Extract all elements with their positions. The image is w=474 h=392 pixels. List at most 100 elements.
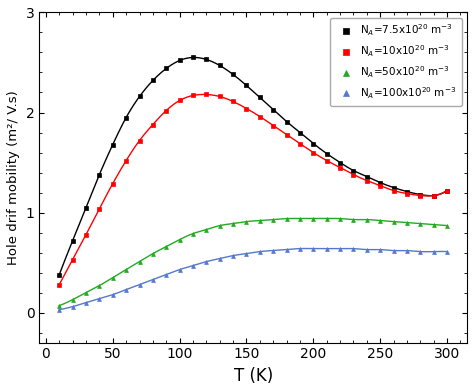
N$_A$=10x10$^{20}$ m$^{-3}$ — [444, 188, 450, 193]
N$_A$=50x10$^{20}$ m$^{-3}$ — [70, 297, 75, 302]
N$_A$=10x10$^{20}$ m$^{-3}$ — [164, 108, 169, 113]
N$_A$=10x10$^{20}$ m$^{-3}$ — [190, 93, 196, 98]
N$_A$=10x10$^{20}$ m$^{-3}$ — [177, 98, 182, 103]
N$_A$=7.5x10$^{20}$ m$^{-3}$ — [297, 130, 303, 135]
N$_A$=50x10$^{20}$ m$^{-3}$ — [270, 217, 276, 222]
N$_A$=7.5x10$^{20}$ m$^{-3}$ — [284, 119, 290, 124]
N$_A$=10x10$^{20}$ m$^{-3}$ — [70, 257, 75, 262]
N$_A$=50x10$^{20}$ m$^{-3}$ — [364, 217, 370, 222]
N$_A$=50x10$^{20}$ m$^{-3}$ — [137, 259, 142, 264]
N$_A$=100x10$^{20}$ m$^{-3}$ — [230, 253, 236, 258]
N$_A$=7.5x10$^{20}$ m$^{-3}$ — [190, 55, 196, 60]
N$_A$=50x10$^{20}$ m$^{-3}$ — [164, 244, 169, 249]
N$_A$=100x10$^{20}$ m$^{-3}$ — [70, 304, 75, 309]
N$_A$=100x10$^{20}$ m$^{-3}$ — [444, 249, 450, 254]
N$_A$=50x10$^{20}$ m$^{-3}$ — [337, 216, 343, 221]
N$_A$=100x10$^{20}$ m$^{-3}$ — [56, 307, 62, 312]
N$_A$=10x10$^{20}$ m$^{-3}$ — [297, 141, 303, 146]
N$_A$=7.5x10$^{20}$ m$^{-3}$ — [404, 189, 410, 194]
N$_A$=7.5x10$^{20}$ m$^{-3}$ — [56, 272, 62, 277]
N$_A$=50x10$^{20}$ m$^{-3}$ — [431, 222, 437, 227]
N$_A$=10x10$^{20}$ m$^{-3}$ — [244, 106, 249, 111]
N$_A$=10x10$^{20}$ m$^{-3}$ — [230, 99, 236, 104]
N$_A$=10x10$^{20}$ m$^{-3}$ — [257, 114, 263, 119]
N$_A$=100x10$^{20}$ m$^{-3}$ — [244, 251, 249, 256]
Y-axis label: Hole drif mobility (m²/ V.s): Hole drif mobility (m²/ V.s) — [7, 90, 20, 265]
N$_A$=7.5x10$^{20}$ m$^{-3}$ — [391, 185, 396, 190]
N$_A$=10x10$^{20}$ m$^{-3}$ — [217, 94, 223, 99]
N$_A$=7.5x10$^{20}$ m$^{-3}$ — [110, 142, 116, 147]
N$_A$=50x10$^{20}$ m$^{-3}$ — [177, 237, 182, 242]
N$_A$=100x10$^{20}$ m$^{-3}$ — [83, 300, 89, 305]
N$_A$=100x10$^{20}$ m$^{-3}$ — [110, 292, 116, 297]
N$_A$=10x10$^{20}$ m$^{-3}$ — [404, 191, 410, 196]
N$_A$=100x10$^{20}$ m$^{-3}$ — [418, 249, 423, 254]
N$_A$=7.5x10$^{20}$ m$^{-3}$ — [123, 115, 129, 120]
N$_A$=100x10$^{20}$ m$^{-3}$ — [391, 248, 396, 253]
N$_A$=100x10$^{20}$ m$^{-3}$ — [137, 282, 142, 287]
N$_A$=100x10$^{20}$ m$^{-3}$ — [217, 256, 223, 261]
N$_A$=100x10$^{20}$ m$^{-3}$ — [324, 246, 329, 251]
N$_A$=10x10$^{20}$ m$^{-3}$ — [310, 150, 316, 155]
N$_A$=100x10$^{20}$ m$^{-3}$ — [284, 247, 290, 252]
N$_A$=50x10$^{20}$ m$^{-3}$ — [123, 267, 129, 272]
N$_A$=50x10$^{20}$ m$^{-3}$ — [377, 218, 383, 223]
N$_A$=7.5x10$^{20}$ m$^{-3}$ — [203, 57, 209, 62]
N$_A$=50x10$^{20}$ m$^{-3}$ — [324, 216, 329, 221]
N$_A$=7.5x10$^{20}$ m$^{-3}$ — [431, 193, 437, 198]
N$_A$=100x10$^{20}$ m$^{-3}$ — [364, 247, 370, 252]
N$_A$=100x10$^{20}$ m$^{-3}$ — [150, 277, 156, 282]
N$_A$=50x10$^{20}$ m$^{-3}$ — [351, 217, 356, 222]
N$_A$=7.5x10$^{20}$ m$^{-3}$ — [244, 83, 249, 88]
N$_A$=10x10$^{20}$ m$^{-3}$ — [83, 232, 89, 237]
Line: N$_A$=100x10$^{20}$ m$^{-3}$: N$_A$=100x10$^{20}$ m$^{-3}$ — [57, 247, 449, 312]
N$_A$=100x10$^{20}$ m$^{-3}$ — [377, 247, 383, 252]
N$_A$=10x10$^{20}$ m$^{-3}$ — [203, 92, 209, 97]
Legend: N$_A$=7.5x10$^{20}$ m$^{-3}$, N$_A$=10x10$^{20}$ m$^{-3}$, N$_A$=50x10$^{20}$ m$: N$_A$=7.5x10$^{20}$ m$^{-3}$, N$_A$=10x1… — [330, 18, 462, 106]
N$_A$=10x10$^{20}$ m$^{-3}$ — [284, 132, 290, 137]
N$_A$=7.5x10$^{20}$ m$^{-3}$ — [418, 192, 423, 197]
N$_A$=7.5x10$^{20}$ m$^{-3}$ — [310, 141, 316, 146]
N$_A$=50x10$^{20}$ m$^{-3}$ — [257, 218, 263, 223]
N$_A$=7.5x10$^{20}$ m$^{-3}$ — [351, 168, 356, 173]
N$_A$=10x10$^{20}$ m$^{-3}$ — [97, 206, 102, 211]
N$_A$=100x10$^{20}$ m$^{-3}$ — [123, 287, 129, 292]
N$_A$=50x10$^{20}$ m$^{-3}$ — [391, 219, 396, 224]
N$_A$=7.5x10$^{20}$ m$^{-3}$ — [230, 72, 236, 77]
N$_A$=7.5x10$^{20}$ m$^{-3}$ — [324, 151, 329, 156]
N$_A$=7.5x10$^{20}$ m$^{-3}$ — [257, 95, 263, 100]
N$_A$=50x10$^{20}$ m$^{-3}$ — [190, 231, 196, 236]
N$_A$=50x10$^{20}$ m$^{-3}$ — [297, 216, 303, 221]
N$_A$=100x10$^{20}$ m$^{-3}$ — [431, 249, 437, 254]
N$_A$=50x10$^{20}$ m$^{-3}$ — [110, 275, 116, 280]
Line: N$_A$=7.5x10$^{20}$ m$^{-3}$: N$_A$=7.5x10$^{20}$ m$^{-3}$ — [57, 56, 449, 276]
N$_A$=100x10$^{20}$ m$^{-3}$ — [270, 248, 276, 253]
N$_A$=10x10$^{20}$ m$^{-3}$ — [324, 158, 329, 163]
N$_A$=100x10$^{20}$ m$^{-3}$ — [351, 246, 356, 251]
Line: N$_A$=50x10$^{20}$ m$^{-3}$: N$_A$=50x10$^{20}$ m$^{-3}$ — [57, 217, 449, 308]
N$_A$=100x10$^{20}$ m$^{-3}$ — [310, 246, 316, 251]
N$_A$=10x10$^{20}$ m$^{-3}$ — [418, 193, 423, 198]
N$_A$=50x10$^{20}$ m$^{-3}$ — [310, 216, 316, 221]
N$_A$=100x10$^{20}$ m$^{-3}$ — [97, 296, 102, 301]
N$_A$=7.5x10$^{20}$ m$^{-3}$ — [177, 58, 182, 63]
N$_A$=7.5x10$^{20}$ m$^{-3}$ — [337, 160, 343, 165]
N$_A$=7.5x10$^{20}$ m$^{-3}$ — [97, 172, 102, 177]
N$_A$=50x10$^{20}$ m$^{-3}$ — [203, 227, 209, 232]
N$_A$=7.5x10$^{20}$ m$^{-3}$ — [164, 66, 169, 71]
N$_A$=10x10$^{20}$ m$^{-3}$ — [123, 158, 129, 163]
N$_A$=100x10$^{20}$ m$^{-3}$ — [257, 249, 263, 254]
N$_A$=100x10$^{20}$ m$^{-3}$ — [177, 267, 182, 272]
N$_A$=50x10$^{20}$ m$^{-3}$ — [244, 219, 249, 224]
N$_A$=100x10$^{20}$ m$^{-3}$ — [190, 263, 196, 268]
N$_A$=7.5x10$^{20}$ m$^{-3}$ — [70, 238, 75, 243]
N$_A$=10x10$^{20}$ m$^{-3}$ — [431, 193, 437, 198]
N$_A$=50x10$^{20}$ m$^{-3}$ — [56, 303, 62, 308]
N$_A$=50x10$^{20}$ m$^{-3}$ — [83, 290, 89, 295]
N$_A$=7.5x10$^{20}$ m$^{-3}$ — [150, 78, 156, 83]
N$_A$=10x10$^{20}$ m$^{-3}$ — [150, 122, 156, 127]
N$_A$=7.5x10$^{20}$ m$^{-3}$ — [444, 188, 450, 193]
N$_A$=7.5x10$^{20}$ m$^{-3}$ — [364, 174, 370, 179]
N$_A$=50x10$^{20}$ m$^{-3}$ — [284, 216, 290, 221]
N$_A$=7.5x10$^{20}$ m$^{-3}$ — [217, 63, 223, 68]
